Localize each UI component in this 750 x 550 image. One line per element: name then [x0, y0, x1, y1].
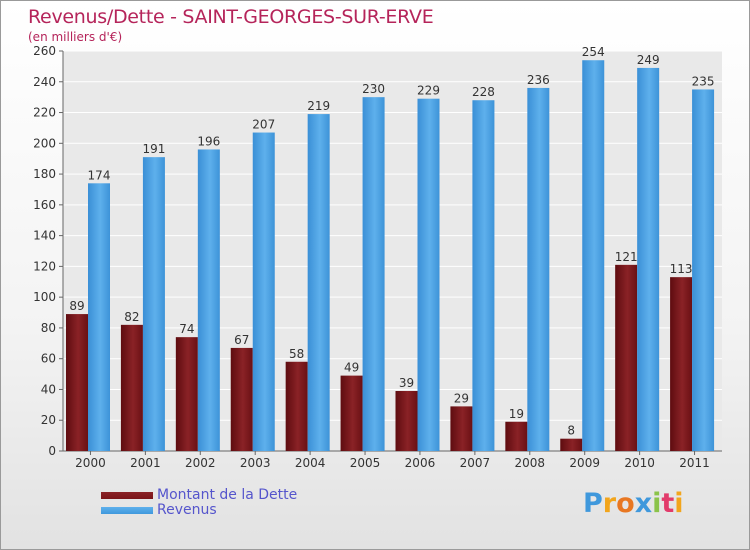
- logo-letter: r: [602, 488, 617, 519]
- logo-letter: i: [674, 488, 684, 519]
- debt-bar: [615, 264, 638, 451]
- revenue-value-label: 196: [197, 134, 220, 148]
- y-tick-label: 180: [33, 167, 56, 181]
- debt-bar: [450, 406, 473, 451]
- logo-letter: P: [583, 488, 603, 519]
- revenue-bar: [637, 67, 660, 451]
- y-tick-label: 220: [33, 106, 56, 120]
- revenue-bar: [582, 60, 605, 451]
- y-tick-label: 0: [48, 444, 56, 458]
- x-tick-label: 2000: [75, 456, 106, 470]
- debt-value-label: 19: [509, 407, 524, 421]
- debt-bar: [175, 337, 198, 451]
- revenue-value-label: 219: [307, 99, 330, 113]
- revenue-value-label: 229: [417, 84, 440, 98]
- y-tick-label: 60: [41, 352, 56, 366]
- revenue-bar: [142, 157, 165, 451]
- legend-item-revenue: Revenus: [101, 503, 297, 518]
- revenue-bar: [692, 89, 715, 451]
- x-tick-label: 2009: [569, 456, 600, 470]
- x-tick-label: 2003: [240, 456, 271, 470]
- revenue-bar: [472, 100, 495, 451]
- debt-value-label: 8: [567, 424, 575, 438]
- legend-swatch-revenue: [101, 507, 153, 514]
- revenue-bar: [527, 87, 550, 451]
- debt-bar: [230, 347, 253, 451]
- debt-value-label: 39: [399, 376, 414, 390]
- legend-label-debt: Montant de la Dette: [157, 487, 298, 503]
- revenue-bar: [197, 149, 220, 451]
- y-tick-label: 100: [33, 290, 56, 304]
- chart-subtitle: (en milliers d'€): [28, 30, 123, 44]
- y-tick-label: 120: [33, 259, 56, 273]
- y-tick-label: 240: [33, 75, 56, 89]
- debt-value-label: 58: [289, 347, 304, 361]
- logo-letter: o: [616, 488, 635, 519]
- debt-value-label: 49: [344, 361, 359, 375]
- debt-value-label: 89: [69, 299, 84, 313]
- proxiti-logo: Proxiti: [583, 488, 684, 519]
- debt-bar: [340, 375, 363, 451]
- debt-bar: [395, 391, 418, 451]
- debt-value-label: 67: [234, 333, 249, 347]
- y-tick-label: 20: [41, 413, 56, 427]
- y-tick-label: 80: [41, 321, 56, 335]
- revenue-value-label: 230: [362, 82, 385, 96]
- debt-value-label: 121: [615, 250, 638, 264]
- logo-letter: t: [661, 488, 675, 519]
- x-tick-label: 2001: [130, 456, 161, 470]
- y-tick-label: 160: [33, 198, 56, 212]
- x-tick-label: 2011: [679, 456, 710, 470]
- debt-bar: [120, 324, 143, 451]
- debt-bar: [285, 361, 308, 451]
- x-tick-label: 2007: [460, 456, 491, 470]
- revenue-value-label: 236: [527, 73, 550, 87]
- revenue-value-label: 207: [252, 118, 275, 132]
- debt-bar: [560, 438, 583, 451]
- logo-letter: i: [652, 488, 662, 519]
- revenue-value-label: 254: [582, 45, 605, 59]
- debt-value-label: 29: [454, 391, 469, 405]
- logo-letter: x: [634, 488, 653, 519]
- debt-value-label: 82: [124, 310, 139, 324]
- debt-bar: [66, 314, 88, 451]
- legend-label-revenue: Revenus: [157, 502, 217, 518]
- revenue-bar: [417, 98, 440, 451]
- legend: Montant de la Dette Revenus: [101, 488, 297, 518]
- x-tick-label: 2004: [295, 456, 326, 470]
- debt-value-label: 113: [670, 262, 693, 276]
- debt-value-label: 74: [179, 322, 194, 336]
- y-tick-label: 260: [33, 44, 56, 58]
- y-tick-label: 200: [33, 136, 56, 150]
- revenue-value-label: 191: [142, 142, 165, 156]
- x-tick-label: 2005: [350, 456, 381, 470]
- legend-item-debt: Montant de la Dette: [101, 488, 297, 503]
- debt-bar: [505, 421, 528, 451]
- revenue-value-label: 174: [88, 168, 111, 182]
- plot-area: [63, 51, 722, 451]
- y-tick-label: 40: [41, 382, 56, 396]
- x-tick-label: 2008: [515, 456, 546, 470]
- y-tick-label: 140: [33, 229, 56, 243]
- chart-title: Revenus/Dette - SAINT-GEORGES-SUR-ERVE: [28, 6, 434, 28]
- legend-swatch-debt: [101, 492, 153, 499]
- revenue-bar: [252, 132, 275, 452]
- x-tick-label: 2006: [405, 456, 436, 470]
- revenue-bar: [88, 183, 110, 452]
- x-tick-label: 2002: [185, 456, 216, 470]
- debt-bar: [670, 277, 693, 451]
- revenue-bar: [307, 114, 330, 452]
- revenue-value-label: 249: [637, 53, 660, 67]
- revenue-value-label: 235: [692, 74, 715, 88]
- revenue-value-label: 228: [472, 85, 495, 99]
- x-tick-label: 2010: [624, 456, 655, 470]
- revenue-bar: [362, 97, 385, 452]
